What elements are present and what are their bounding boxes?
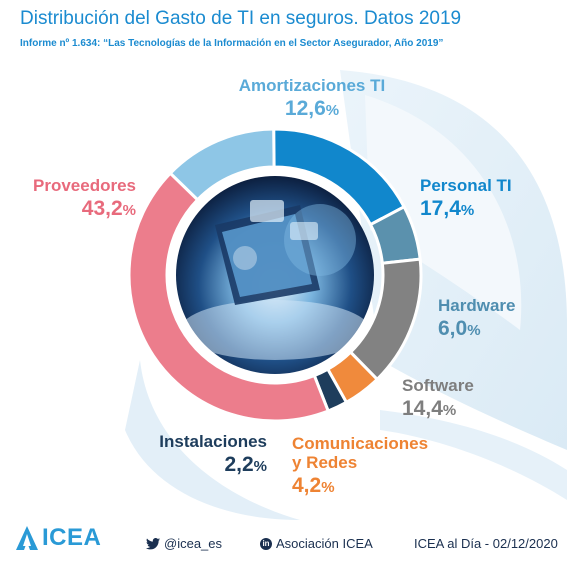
page-title: Distribución del Gasto de TI en seguros.… (20, 8, 462, 29)
twitter-link[interactable]: @icea_es (146, 536, 222, 551)
bg-swoosh-inner (365, 95, 522, 330)
publication-date: ICEA al Día - 02/12/2020 (414, 536, 558, 551)
icea-logo[interactable]: ICEA (14, 524, 114, 558)
slice-proveedores (127, 171, 331, 423)
donut-slices (127, 127, 423, 423)
twitter-bird-icon (146, 537, 160, 549)
bg-swoosh-bottom (380, 410, 567, 500)
icea-logo-icon (16, 526, 38, 550)
label-proveedores: Proveedores 43,2% (33, 176, 136, 221)
page-subtitle: Informe nº 1.634: “Las Tecnologías de la… (20, 38, 444, 49)
label-amortizaciones: Amortizaciones TI 12,6% (238, 76, 386, 121)
icea-brand: ICEA (42, 524, 102, 551)
label-personal: Personal TI 17,4% (420, 176, 512, 221)
label-hardware: Hardware 6,0% (438, 296, 516, 341)
twitter-handle: @icea_es (164, 536, 223, 551)
label-instalaciones: Instalaciones 2,2% (159, 432, 267, 477)
linkedin-icon: in (260, 537, 272, 550)
footer: ICEA @icea_es in Asociación ICEA ICEA al… (0, 522, 567, 562)
label-comunicaciones: Comunicaciones y Redes 4,2% (292, 434, 429, 498)
linkedin-name: Asociación ICEA (276, 536, 373, 551)
bg-swoosh-left (125, 360, 300, 520)
label-software: Software 14,4% (402, 376, 474, 421)
linkedin-link[interactable]: in Asociación ICEA (260, 536, 373, 551)
center-image-detail (180, 200, 370, 360)
